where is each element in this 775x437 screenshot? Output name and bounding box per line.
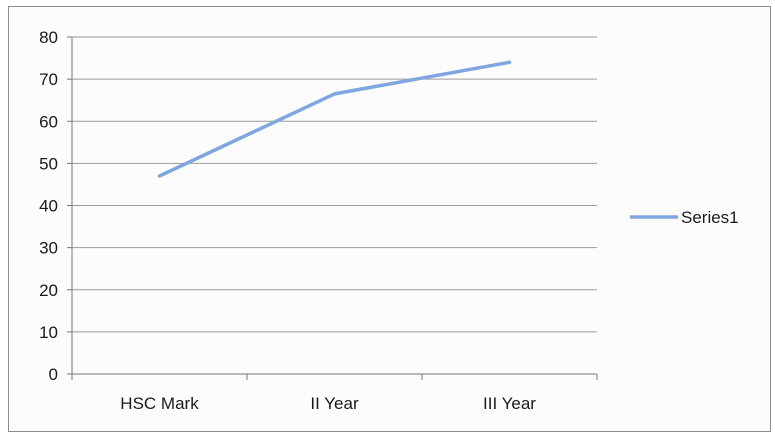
y-tick-label: 10	[39, 323, 58, 342]
chart-frame	[8, 6, 771, 432]
y-tick-label: 60	[39, 112, 58, 131]
legend-entry: Series1	[681, 208, 739, 227]
x-tick-label: III Year	[483, 394, 536, 413]
y-axis-tick-labels: 0 10 20 30 40 50 60 70 80	[39, 28, 58, 384]
series-line	[157, 60, 512, 178]
x-tick-label: HSC Mark	[120, 394, 199, 413]
y-tick-label: 80	[39, 28, 58, 47]
x-axis-tick-labels: HSC Mark II Year III Year	[120, 394, 536, 413]
y-tick-label: 50	[39, 154, 58, 173]
y-tick-label: 20	[39, 281, 58, 300]
gridlines	[72, 36, 597, 333]
y-tick-label: 0	[49, 365, 58, 384]
y-tick-label: 30	[39, 239, 58, 258]
legend: Series1	[630, 208, 739, 227]
series-lines	[157, 60, 512, 178]
x-tick-label: II Year	[310, 394, 359, 413]
y-tick-label: 70	[39, 70, 58, 89]
y-tick-label: 40	[39, 197, 58, 216]
axes	[67, 36, 598, 380]
